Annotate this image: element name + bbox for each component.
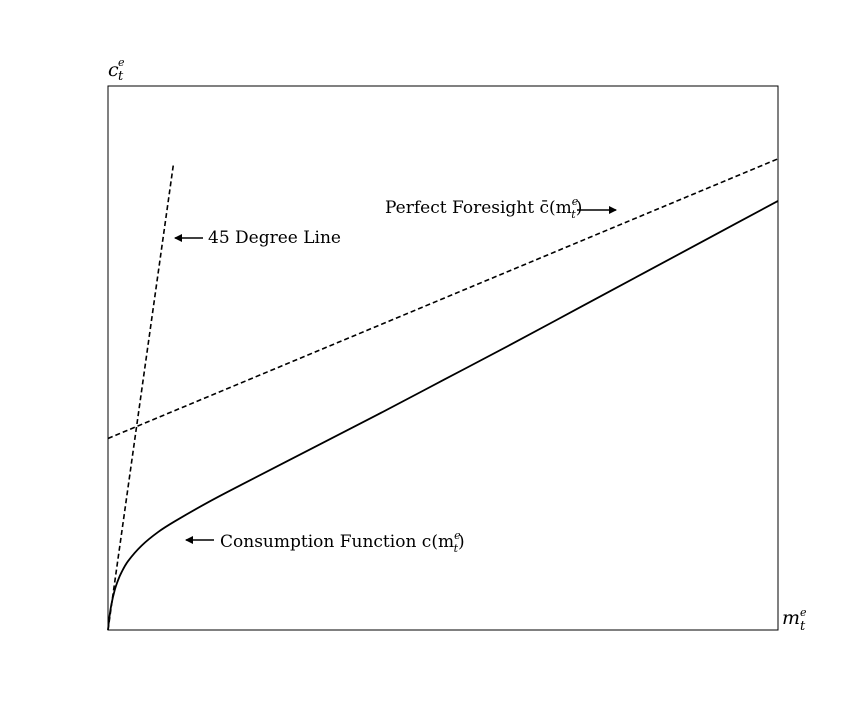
annotation-pf-sup: e — [572, 195, 579, 208]
y-axis-label-sub: t — [118, 69, 124, 84]
perfect-foresight-line — [107, 158, 779, 440]
annotation-cons-main: Consumption Function c(m — [220, 532, 454, 552]
annotation-pf-text: Perfect Foresight c̄(me t) — [385, 195, 582, 221]
y-axis-label: c e t — [108, 56, 125, 84]
annotation-cons-sub: t — [454, 542, 459, 555]
annotation-cons-text: Consumption Function c(me t) — [220, 529, 465, 555]
y-axis-label-sup: e — [118, 56, 125, 69]
consumption-function-line — [107, 200, 779, 631]
x-axis-label-base: m — [782, 607, 800, 629]
annotation-consumption: Consumption Function c(me t) — [185, 529, 465, 555]
x-axis-label-sup: e — [800, 606, 807, 619]
annotation-pf-sub: t — [571, 208, 576, 221]
annotation-pf-close: ) — [576, 198, 583, 218]
annotation-pf-main: Perfect Foresight c̄(m — [385, 198, 572, 218]
annotation-cons-close: ) — [458, 532, 465, 552]
annotation-perfect-foresight: Perfect Foresight c̄(me t) — [385, 195, 617, 221]
y-axis-label-base: c — [108, 59, 119, 81]
plot-frame — [107, 85, 779, 631]
x-axis-label: m e t — [782, 606, 807, 634]
annotation-forty-five-text: 45 Degree Line — [208, 228, 341, 248]
annotation-forty-five: 45 Degree Line — [174, 228, 341, 248]
forty-five-degree-line — [107, 162, 175, 631]
x-axis-label-sub: t — [800, 619, 806, 634]
annotation-cons-sup: e — [454, 529, 461, 542]
